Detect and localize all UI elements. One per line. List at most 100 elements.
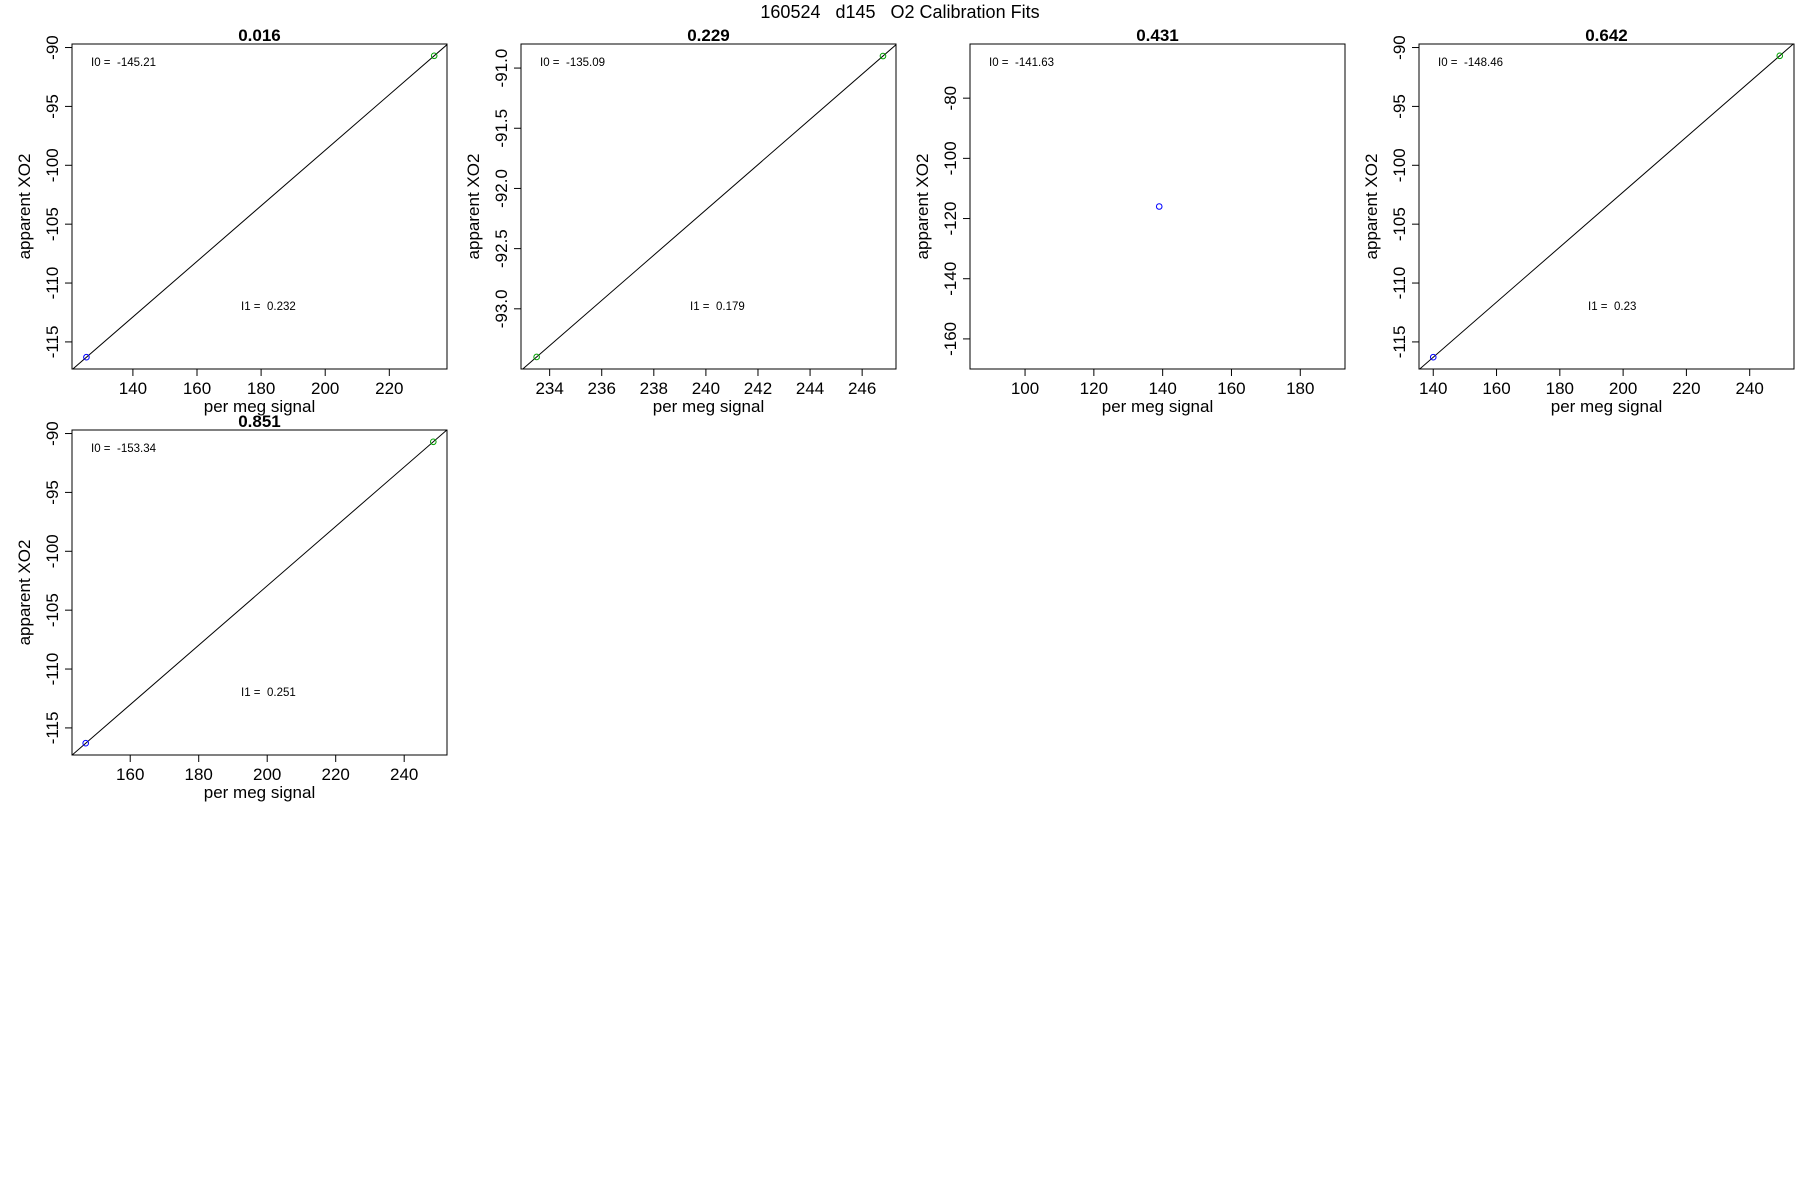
x-axis-label: per meg signal [204, 783, 316, 802]
y-tick-label: -100 [941, 141, 960, 175]
data-point [1776, 52, 1784, 60]
y-tick-label: -95 [1390, 94, 1409, 119]
i0-value: -145.21 [117, 57, 156, 69]
x-tick-label: 180 [247, 379, 275, 398]
y-tick-label: -91.5 [492, 109, 511, 148]
i1-label: I1 = [1588, 301, 1608, 313]
y-tick-label: -115 [43, 326, 62, 359]
y-tick-label: -105 [1390, 207, 1409, 241]
i1-value: 0.23 [1614, 301, 1636, 313]
y-tick-label: -93.0 [492, 289, 511, 328]
x-tick-label: 246 [848, 379, 876, 398]
y-tick-label: -110 [43, 653, 62, 686]
data-point [1155, 203, 1163, 210]
i1-value: 0.232 [267, 301, 296, 313]
y-tick-label: -160 [941, 322, 960, 356]
x-tick-label: 180 [1286, 379, 1314, 398]
y-axis-label: apparent XO2 [913, 154, 932, 260]
i0-label: I0 = [91, 57, 111, 69]
i1-value: 0.179 [716, 301, 745, 313]
i1-label: I1 = [241, 301, 261, 313]
x-tick-label: 140 [1419, 379, 1447, 398]
chart-panel-2: 0.431 100 120 140 160 180 -80 -100 -120 -140 -160 p… [913, 26, 1346, 416]
fit-line [1419, 44, 1794, 369]
i0-value: -135.09 [566, 57, 605, 69]
y-tick-label: -140 [941, 262, 960, 296]
i0-label: I0 = [540, 57, 560, 69]
panel-title: 0.229 [687, 26, 730, 45]
i0-label: I0 = [1438, 57, 1458, 69]
y-tick-label: -91.0 [492, 49, 511, 88]
y-tick-label: -100 [43, 534, 62, 568]
data-point [1429, 353, 1437, 361]
x-tick-label: 220 [1672, 379, 1700, 398]
x-tick-label: 244 [796, 379, 824, 398]
x-tick-label: 140 [119, 379, 147, 398]
chart-panel-0: 0.016 140 160 180 200 220 -90 -95 -100 -105 -110 -1… [15, 26, 448, 416]
y-axis-label: apparent XO2 [1362, 154, 1381, 260]
data-point [879, 52, 887, 60]
x-tick-label: 240 [692, 379, 720, 398]
y-tick-label: -120 [941, 202, 960, 236]
chart-panel-4: 0.851 160 180 200 220 240 -90 -95 -100 -105 -110 -1… [15, 412, 448, 802]
i0-label: I0 = [989, 57, 1009, 69]
i0-value: -148.46 [1464, 57, 1503, 69]
plot-frame [1418, 43, 1795, 370]
x-tick-label: 240 [1736, 379, 1764, 398]
y-axis-label: apparent XO2 [15, 540, 34, 646]
y-tick-label: -95 [43, 94, 62, 119]
chart-panel-1: 0.229 234 236 238 240 242 244 246 -91.0 -91.5 -92.… [464, 26, 897, 416]
x-axis-label: per meg signal [204, 397, 316, 416]
plot-frame [71, 429, 448, 756]
x-tick-label: 242 [744, 379, 772, 398]
y-tick-label: -115 [43, 712, 62, 745]
plot-frame [520, 43, 897, 370]
y-tick-label: -92.5 [492, 229, 511, 268]
panel-title: 0.851 [238, 412, 281, 431]
i0-label: I0 = [91, 443, 111, 455]
y-tick-label: -100 [43, 148, 62, 182]
chart-panel-3: 0.642 140 160 180 200 220 240 -90 -95 -100 -105 -11… [1362, 26, 1795, 416]
i1-value: 0.251 [267, 687, 296, 699]
y-tick-label: -90 [43, 421, 62, 446]
i1-label: I1 = [690, 301, 710, 313]
x-tick-label: 200 [253, 765, 281, 784]
data-point [533, 353, 540, 361]
x-tick-label: 160 [116, 765, 144, 784]
x-tick-label: 100 [1011, 379, 1039, 398]
i1-label: I1 = [241, 687, 261, 699]
x-tick-label: 236 [588, 379, 616, 398]
fit-line [72, 430, 447, 755]
y-tick-label: -115 [1390, 326, 1409, 359]
x-axis-label: per meg signal [1102, 397, 1214, 416]
x-tick-label: 160 [183, 379, 211, 398]
y-tick-label: -80 [941, 86, 960, 111]
panel-title: 0.016 [238, 26, 281, 45]
fit-line [72, 44, 447, 369]
x-tick-label: 180 [185, 765, 213, 784]
x-tick-label: 220 [375, 379, 403, 398]
y-tick-label: -90 [43, 35, 62, 60]
y-tick-label: -100 [1390, 148, 1409, 182]
y-tick-label: -105 [43, 207, 62, 241]
panel-title: 0.642 [1585, 26, 1628, 45]
x-tick-label: 234 [535, 379, 563, 398]
x-tick-label: 120 [1080, 379, 1108, 398]
data-point [83, 353, 90, 361]
x-tick-label: 200 [311, 379, 339, 398]
figure-title: 160524 d145 O2 Calibration Fits [760, 2, 1039, 22]
data-point [430, 438, 437, 446]
x-tick-label: 160 [1482, 379, 1510, 398]
x-tick-label: 200 [1609, 379, 1637, 398]
i0-value: -153.34 [117, 443, 157, 455]
y-tick-label: -95 [43, 480, 62, 505]
i0-value: -141.63 [1015, 57, 1054, 69]
x-tick-label: 180 [1546, 379, 1574, 398]
plot-frame [969, 43, 1346, 370]
data-point [430, 52, 438, 60]
data-point [82, 739, 89, 747]
x-axis-label: per meg signal [1551, 397, 1663, 416]
x-tick-label: 160 [1217, 379, 1245, 398]
y-tick-label: -110 [1390, 267, 1409, 300]
